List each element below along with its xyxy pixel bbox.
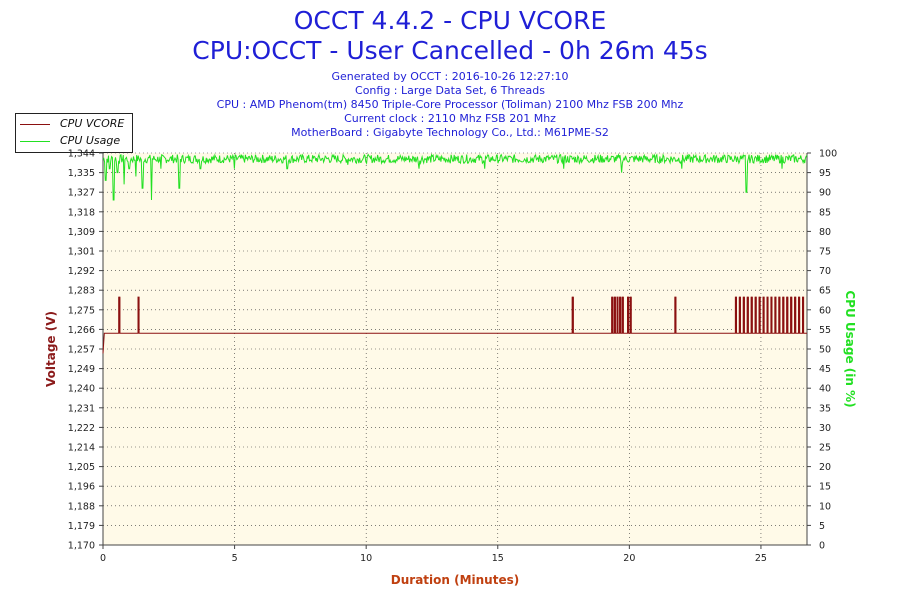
info-motherboard: MotherBoard : Gigabyte Technology Co., L… <box>291 126 609 139</box>
y-tick-label-right: 60 <box>819 305 831 316</box>
y-tick-label-right: 55 <box>819 325 831 336</box>
info-generated: Generated by OCCT : 2016-10-26 12:27:10 <box>331 70 569 83</box>
y-tick-label-right: 75 <box>819 247 831 258</box>
y-tick-label-left: 1,309 <box>68 227 95 238</box>
x-axis-title: Duration (Minutes) <box>391 573 519 587</box>
y-tick-label-left: 1,257 <box>68 345 95 356</box>
y-tick-label-right: 25 <box>819 443 831 454</box>
y-tick-label-right: 10 <box>819 501 831 512</box>
y-tick-label-left: 1,318 <box>68 207 95 218</box>
y-tick-label-right: 95 <box>819 168 831 179</box>
info-config: Config : Large Data Set, 6 Threads <box>355 84 545 97</box>
y-tick-label-left: 1,231 <box>68 403 95 414</box>
chart-subtitle: CPU:OCCT - User Cancelled - 0h 26m 45s <box>192 36 708 65</box>
y-tick-label-right: 100 <box>819 149 837 160</box>
y-tick-label-right: 15 <box>819 482 831 493</box>
y-tick-label-left: 1,275 <box>68 305 95 316</box>
legend-swatch-vcore <box>20 124 50 125</box>
y-tick-label-right: 35 <box>819 403 831 414</box>
y-tick-label-right: 30 <box>819 423 831 434</box>
legend-label-vcore: CPU VCORE <box>60 117 125 130</box>
y-axis-title-right: CPU Usage (in %) <box>843 290 857 407</box>
x-tick-label: 10 <box>360 553 372 564</box>
y-tick-label-right: 5 <box>819 521 825 532</box>
x-tick-label: 0 <box>100 553 106 564</box>
x-tick-label: 5 <box>232 553 238 564</box>
y-tick-label-right: 80 <box>819 227 831 238</box>
y-tick-label-left: 1,335 <box>68 168 95 179</box>
y-tick-label-left: 1,188 <box>68 501 95 512</box>
y-tick-label-left: 1,283 <box>68 286 95 297</box>
y-tick-label-left: 1,214 <box>68 443 95 454</box>
y-tick-label-right: 40 <box>819 384 831 395</box>
y-tick-label-left: 1,327 <box>68 188 95 199</box>
series-line-cpu-usage <box>102 153 808 201</box>
x-tick-label: 25 <box>755 553 767 564</box>
y-tick-label-left: 1,266 <box>68 325 95 336</box>
y-tick-label-right: 0 <box>819 541 825 552</box>
y-tick-label-right: 50 <box>819 345 831 356</box>
info-cpu: CPU : AMD Phenom(tm) 8450 Triple-Core Pr… <box>216 98 684 111</box>
y-tick-label-left: 1,301 <box>68 247 95 258</box>
legend-swatch-usage <box>20 141 50 142</box>
y-tick-label-right: 90 <box>819 188 831 199</box>
y-tick-label-right: 70 <box>819 266 831 277</box>
chart-title: OCCT 4.4.2 - CPU VCORE <box>293 6 607 35</box>
y-tick-label-left: 1,249 <box>68 364 95 375</box>
legend: CPU VCORE CPU Usage <box>15 113 133 153</box>
y-tick-label-left: 1,179 <box>68 521 95 532</box>
y-axis-title-left: Voltage (V) <box>44 311 58 387</box>
y-tick-label-left: 1,196 <box>68 482 95 493</box>
y-tick-label-left: 1,292 <box>68 266 95 277</box>
y-tick-label-right: 65 <box>819 286 831 297</box>
y-tick-label-right: 85 <box>819 207 831 218</box>
x-tick-label: 15 <box>492 553 504 564</box>
legend-item-usage: CPU Usage <box>20 133 130 149</box>
y-tick-label-left: 1,170 <box>68 541 95 552</box>
legend-label-usage: CPU Usage <box>60 134 121 147</box>
legend-item-vcore: CPU VCORE <box>20 116 130 132</box>
y-tick-label-left: 1,344 <box>68 149 95 160</box>
y-tick-label-left: 1,205 <box>68 462 95 473</box>
y-tick-label-left: 1,240 <box>68 384 95 395</box>
y-tick-label-right: 45 <box>819 364 831 375</box>
x-tick-label: 20 <box>623 553 635 564</box>
y-tick-label-right: 20 <box>819 462 831 473</box>
y-tick-label-left: 1,222 <box>68 423 95 434</box>
info-clock: Current clock : 2110 Mhz FSB 201 Mhz <box>344 112 556 125</box>
